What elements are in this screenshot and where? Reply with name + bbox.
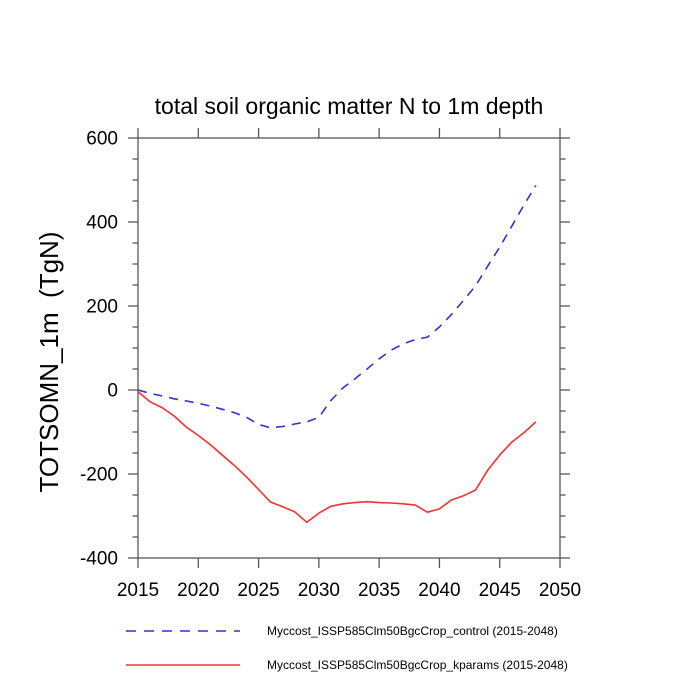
x-tick-label: 2015 bbox=[117, 580, 159, 601]
tick-layer bbox=[128, 128, 570, 568]
y-tick-label: 400 bbox=[86, 213, 118, 234]
series-line-1 bbox=[137, 391, 537, 524]
x-tick-label: 2045 bbox=[479, 580, 521, 601]
y-tick-label: -200 bbox=[80, 465, 118, 486]
y-tick-label: 200 bbox=[86, 297, 118, 318]
x-tick-label: 2040 bbox=[418, 580, 460, 601]
series-layer bbox=[137, 185, 537, 524]
y-tick-label: 600 bbox=[86, 129, 118, 150]
y-axis-title: TOTSOMN_1m (TgN) bbox=[34, 232, 64, 493]
y-tick-label: 0 bbox=[107, 381, 118, 402]
legend-label-kparams: Myccost_ISSP585Clm50BgcCrop_kparams (201… bbox=[267, 658, 568, 672]
x-tick-label: 2030 bbox=[298, 580, 340, 601]
x-tick-label: 2025 bbox=[237, 580, 279, 601]
x-tick-label: 2050 bbox=[539, 580, 581, 601]
x-tick-label: 2035 bbox=[358, 580, 400, 601]
series-line-0 bbox=[137, 185, 537, 429]
y-tick-label: -400 bbox=[80, 549, 118, 570]
legend: Myccost_ISSP585Clm50BgcCrop_control (201… bbox=[126, 624, 568, 672]
plot-frame bbox=[137, 137, 561, 559]
x-tick-label: 2020 bbox=[177, 580, 219, 601]
legend-label-control: Myccost_ISSP585Clm50BgcCrop_control (201… bbox=[267, 624, 558, 638]
chart-title: total soil organic matter N to 1m depth bbox=[155, 93, 544, 119]
plot-frame-layer bbox=[137, 137, 561, 559]
tick-label-layer: 2015 2020 2025 2030 2035 2040 2045 2050 -400 -200… bbox=[80, 129, 581, 602]
